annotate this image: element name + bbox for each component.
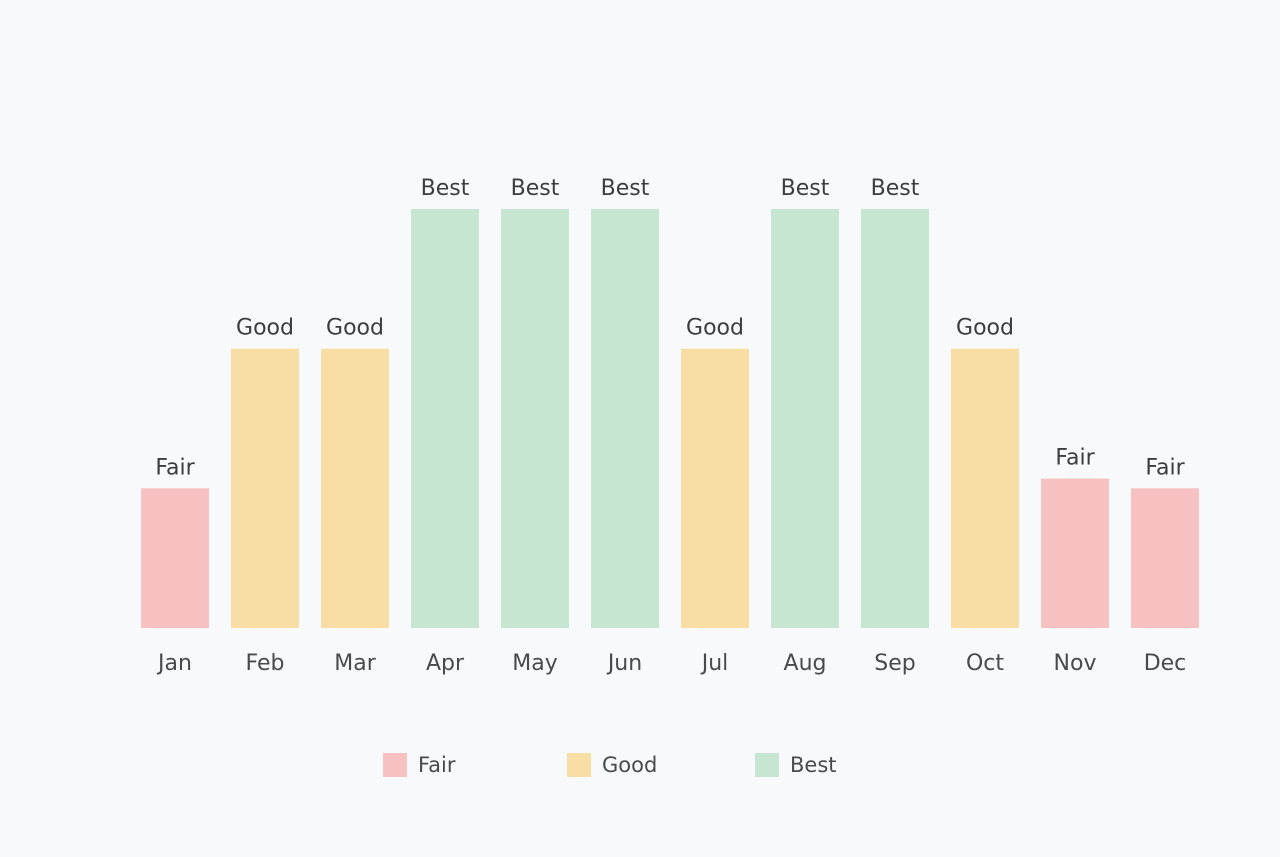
bar-dec [1131, 488, 1199, 628]
x-tick-label-dec: Dec [1144, 651, 1187, 676]
bars-layer [141, 209, 1199, 628]
legend-swatch-fair [383, 753, 407, 777]
bar-value-label-oct: Good [956, 316, 1014, 341]
bar-value-label-mar: Good [326, 316, 384, 341]
bar-value-label-may: Best [511, 176, 560, 201]
bar-value-labels: Fair Good Good Best Best Best Good Best Best Good… [155, 176, 1185, 480]
legend-item-fair: Fair [383, 753, 456, 777]
bar-oct [951, 348, 1019, 628]
x-tick-label-may: May [512, 651, 557, 676]
bar-value-label-nov: Fair [1055, 446, 1095, 471]
legend-label-good: Good [602, 753, 657, 777]
bar-mar [321, 348, 389, 628]
bar-jul [681, 348, 749, 628]
legend: Fair Good Best [383, 753, 837, 777]
bar-value-label-dec: Fair [1145, 455, 1185, 480]
bar-jan [141, 488, 209, 628]
x-tick-label-feb: Feb [246, 651, 285, 676]
legend-label-best: Best [790, 753, 837, 777]
bar-value-label-jul: Good [686, 316, 744, 341]
x-axis-tick-labels: Jan Feb Mar Apr May Jun Jul Aug Sep Oct Nov Dec [156, 651, 1186, 676]
x-tick-label-apr: Apr [426, 651, 465, 676]
bar-nov [1041, 478, 1109, 628]
legend-swatch-best [755, 753, 779, 777]
bar-jun [591, 209, 659, 628]
bar-value-label-feb: Good [236, 316, 294, 341]
bar-value-label-aug: Best [781, 176, 830, 201]
legend-swatch-good [567, 753, 591, 777]
bar-sep [861, 209, 929, 628]
x-tick-label-sep: Sep [874, 651, 915, 676]
bar-feb [231, 348, 299, 628]
x-tick-label-jul: Jul [700, 651, 729, 676]
legend-label-fair: Fair [418, 753, 456, 777]
bar-value-label-apr: Best [421, 176, 470, 201]
x-tick-label-mar: Mar [334, 651, 376, 676]
legend-item-best: Best [755, 753, 837, 777]
bar-may [501, 209, 569, 628]
bar-value-label-sep: Best [871, 176, 920, 201]
x-tick-label-aug: Aug [784, 651, 827, 676]
bar-value-label-jun: Best [601, 176, 650, 201]
x-tick-label-nov: Nov [1054, 651, 1097, 676]
x-tick-label-oct: Oct [966, 651, 1004, 676]
legend-item-good: Good [567, 753, 657, 777]
x-tick-label-jan: Jan [156, 651, 192, 676]
bar-value-label-jan: Fair [155, 455, 195, 480]
bar-apr [411, 209, 479, 628]
x-tick-label-jun: Jun [606, 651, 642, 676]
bar-aug [771, 209, 839, 628]
